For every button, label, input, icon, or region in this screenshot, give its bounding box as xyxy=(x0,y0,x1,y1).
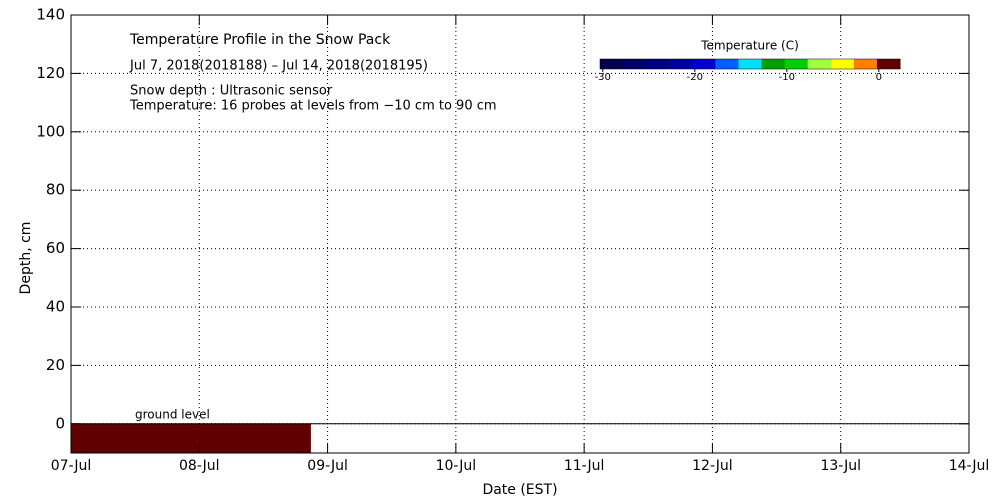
colorbar-swatch xyxy=(646,59,670,69)
note: Snow depth : Ultrasonic sensor xyxy=(130,84,333,99)
y-tick-label: 40 xyxy=(46,298,65,316)
y-tick-label: 20 xyxy=(46,356,65,374)
x-tick-label: 14-Jul xyxy=(949,458,990,474)
y-tick-label: 120 xyxy=(36,64,65,82)
y-tick-label: 100 xyxy=(36,122,65,140)
colorbar-label: Temperature (C) xyxy=(700,39,799,53)
y-tick-label: 60 xyxy=(46,239,65,257)
colorbar-tick-label: -30 xyxy=(595,72,611,83)
colorbar-swatch xyxy=(623,59,647,69)
ground-label: ground level xyxy=(135,407,210,421)
heat-cell xyxy=(71,423,311,453)
chart-title: Temperature Profile in the Snow Pack xyxy=(129,32,391,48)
colorbar-swatch xyxy=(669,59,693,69)
colorbar-frame xyxy=(599,58,901,70)
colorbar-swatch xyxy=(761,59,786,69)
chart-subtitle: Jul 7, 2018(2018188) – Jul 14, 2018(2018… xyxy=(129,59,428,74)
x-tick-label: 13-Jul xyxy=(820,458,861,474)
x-tick-label: 07-Jul xyxy=(51,458,92,474)
x-tick-label: 08-Jul xyxy=(179,458,220,474)
colorbar-tick-label: -20 xyxy=(687,72,703,83)
colorbar-tick-label: -10 xyxy=(779,72,795,83)
colorbar-swatch xyxy=(784,59,809,69)
x-axis-label: Date (EST) xyxy=(482,482,557,498)
plot-frame xyxy=(70,14,970,454)
colorbar-swatch xyxy=(738,59,763,69)
colorbar-swatch xyxy=(807,59,832,69)
x-tick-label: 11-Jul xyxy=(564,458,605,474)
colorbar-swatch xyxy=(853,59,878,69)
y-tick-label: 0 xyxy=(55,414,65,432)
colorbar-swatch xyxy=(692,59,716,69)
x-tick-label: 12-Jul xyxy=(692,458,733,474)
x-tick-label: 10-Jul xyxy=(436,458,477,474)
colorbar-swatch xyxy=(830,59,855,69)
y-tick-label: 80 xyxy=(46,181,65,199)
note: Temperature: 16 probes at levels from −1… xyxy=(129,99,497,114)
colorbar-swatch xyxy=(715,59,739,69)
y-tick-label: 140 xyxy=(36,6,65,24)
colorbar-swatch xyxy=(600,59,624,69)
colorbar-swatch xyxy=(876,59,901,69)
colorbar-tick-label: 0 xyxy=(876,72,882,83)
x-tick-label: 09-Jul xyxy=(307,458,348,474)
y-axis-label: Depth, cm xyxy=(18,222,34,295)
